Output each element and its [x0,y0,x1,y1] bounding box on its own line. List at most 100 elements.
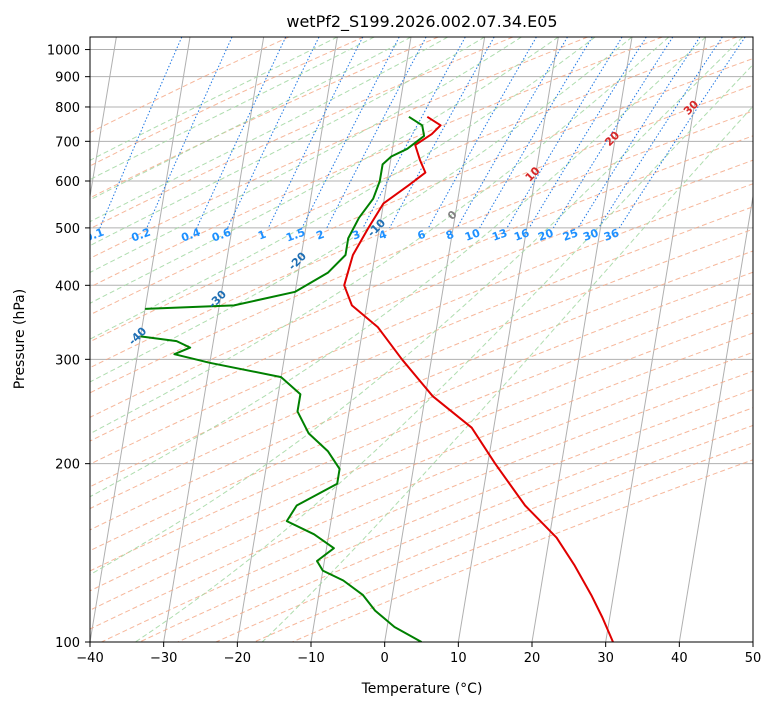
moist-adiabat-line [90,37,559,304]
dry-adiabat-line [90,110,753,394]
mixing-ratio-line [389,37,495,229]
mixing-ratio-label: 25 [561,226,580,243]
y-tick-label: 500 [55,222,80,237]
y-tick-label: 900 [55,71,80,86]
moist-adiabat-line [90,37,633,383]
y-tick-label: 400 [55,279,80,294]
x-tick-label: −40 [76,651,103,666]
mixing-ratio-line [577,37,701,229]
x-tick-label: 20 [524,651,541,666]
mixing-ratio-line [326,37,427,229]
moist-adiabat-line [90,37,485,247]
dry-adiabat-line [292,459,753,642]
dry-adiabat-line [90,84,753,369]
mixing-ratio-label: 10 [463,226,482,244]
chart-title: wetPf2_S199.2026.002.07.34.E05 [286,12,557,32]
dry-adiabat-line [90,135,753,418]
moist-adiabat-line [261,105,753,642]
x-tick-label: 0 [381,651,389,666]
mixing-ratio-label: 30 [581,226,600,244]
dry-adiabat-line [90,271,753,552]
y-tick-label: 600 [55,175,80,190]
moist-adiabat-line [90,37,412,201]
x-tick-label: 10 [450,651,467,666]
dry-adiabat-line [90,206,753,488]
moist-adiabat-line [90,37,670,435]
moist-adiabat-line [90,37,522,274]
x-tick-label: 30 [597,651,614,666]
dry-adiabat-line [215,424,753,642]
isotherm-line [236,37,338,642]
mixing-ratio-line [196,37,287,229]
mixing-ratio-label: 20 [536,226,555,244]
plot-area: 0.10.20.40.611.52346810131620253036-100-… [90,37,753,642]
dry-adiabat-line [90,351,753,630]
dewpoint-profile [145,115,426,310]
temperature-profile [343,115,614,642]
isotherm-line [605,37,707,642]
mixing-ratio-label: 13 [490,226,509,243]
isotherm-line [457,37,559,642]
y-tick-label: 800 [55,101,80,116]
isotherm-line [163,37,265,642]
mixing-ratio-label: 16 [512,226,531,244]
y-tick-label: 100 [55,636,80,651]
mixing-ratio-label: 2 [314,228,326,243]
moist-adiabat-line [90,37,743,576]
dry-adiabat-line [90,159,753,442]
dry-adiabat-line [90,37,738,316]
mixing-ratio-label: 1.5 [284,226,307,245]
dry-adiabats [90,37,753,642]
y-tick-label: 300 [55,353,80,368]
mixing-ratio-line [267,37,364,229]
mixing-ratio-line [362,37,466,229]
mixing-ratio-label: 0.4 [179,226,202,245]
x-axis-label: Temperature (°C) [361,681,483,697]
mixing-ratio-label: 1 [256,228,268,243]
dry-adiabat-line [90,332,753,611]
mixing-ratio-label: 8 [444,228,456,243]
moist-adiabat-line [90,37,449,223]
x-axis: −40 −30 −20 −10 0 10 20 30 40 50 [76,642,761,666]
plot-frame [89,36,754,643]
mixing-ratio-label: 0.2 [130,226,153,245]
mixing-ratio-line [301,37,400,229]
mixing-ratio-line [227,37,320,229]
moist-adiabats [90,37,753,642]
x-tick-label: −20 [224,651,251,666]
dry-adiabat-line [90,57,753,343]
x-tick-label: 50 [745,651,762,666]
mixing-ratio-label: 3 [350,228,362,243]
x-tick-label: 40 [671,651,688,666]
y-tick-label: 1000 [47,44,80,59]
isotherm-line [384,37,486,642]
dry-adiabat-line [253,442,753,642]
y-axis-label: Pressure (hPa) [12,289,28,389]
y-tick-label: 700 [55,135,80,150]
mixing-ratio-label: 0.6 [210,226,233,245]
y-axis: 100 200 300 400 500 600 700 800 900 1000 [47,44,90,651]
mixing-ratio-line [506,37,623,229]
isotherm-line [90,37,117,200]
dry-adiabat-line [90,37,663,288]
mixing-ratio-label: 4 [377,228,389,243]
x-tick-label: −10 [297,651,324,666]
moist-adiabat-line [135,63,753,642]
mixing-ratio-line [598,37,723,229]
x-tick-label: −30 [150,651,177,666]
mixing-ratio-line [552,37,674,229]
isotherm-line [310,37,412,642]
mixing-ratio-label: 6 [416,228,428,243]
profile-series [140,115,614,642]
mixing-ratio-line [528,37,647,229]
mixing-ratio-label: 36 [602,226,621,244]
line-labels: 0.10.20.40.611.52346810131620253036-100-… [90,97,701,347]
dry-adiabat-line [90,250,753,531]
y-tick-label: 200 [55,458,80,473]
isotherm-line [678,193,753,642]
mixing-ratio-lines [99,37,746,229]
dewpoint-profile [140,335,422,642]
dry-adiabat-line [90,292,753,572]
dry-adiabat-line [90,37,588,259]
